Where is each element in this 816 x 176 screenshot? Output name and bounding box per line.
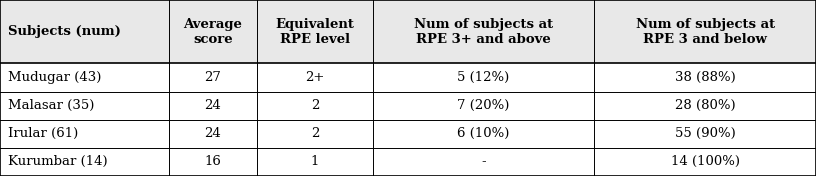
Text: Average
score: Average score — [184, 18, 242, 46]
Text: 24: 24 — [205, 99, 221, 112]
Text: 38 (88%): 38 (88%) — [675, 71, 735, 84]
Text: -: - — [481, 155, 486, 168]
Text: 55 (90%): 55 (90%) — [675, 127, 735, 140]
Text: 28 (80%): 28 (80%) — [675, 99, 735, 112]
Text: 16: 16 — [205, 155, 221, 168]
Text: Mudugar (43): Mudugar (43) — [8, 71, 101, 84]
Text: 2+: 2+ — [305, 71, 325, 84]
Text: Malasar (35): Malasar (35) — [8, 99, 95, 112]
Text: 14 (100%): 14 (100%) — [671, 155, 739, 168]
Text: Kurumbar (14): Kurumbar (14) — [8, 155, 108, 168]
Text: 27: 27 — [205, 71, 221, 84]
Text: 5 (12%): 5 (12%) — [457, 71, 509, 84]
Text: 24: 24 — [205, 127, 221, 140]
Text: Equivalent
RPE level: Equivalent RPE level — [276, 18, 354, 46]
Text: Irular (61): Irular (61) — [8, 127, 78, 140]
Text: Num of subjects at
RPE 3+ and above: Num of subjects at RPE 3+ and above — [414, 18, 553, 46]
Text: 2: 2 — [311, 99, 319, 112]
Text: 6 (10%): 6 (10%) — [457, 127, 509, 140]
Text: 2: 2 — [311, 127, 319, 140]
Text: Subjects (num): Subjects (num) — [8, 25, 121, 38]
Bar — [0, 0, 816, 63]
Text: Num of subjects at
RPE 3 and below: Num of subjects at RPE 3 and below — [636, 18, 774, 46]
Text: 7 (20%): 7 (20%) — [457, 99, 509, 112]
Text: 1: 1 — [311, 155, 319, 168]
